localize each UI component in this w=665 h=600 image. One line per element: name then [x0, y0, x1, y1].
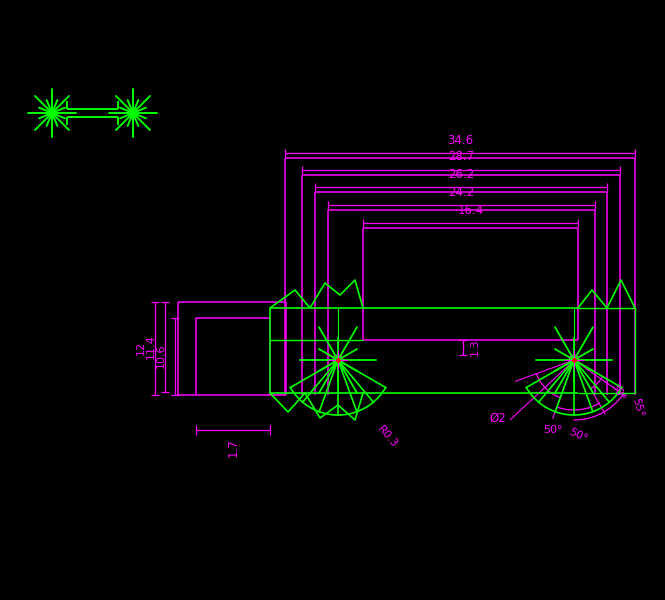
Text: 12: 12 — [136, 341, 146, 355]
Text: 55°: 55° — [630, 397, 645, 419]
Text: 10.6: 10.6 — [156, 344, 166, 368]
Text: 34.6: 34.6 — [447, 133, 473, 146]
Text: 16.4: 16.4 — [458, 203, 483, 217]
Text: 50°: 50° — [567, 427, 589, 443]
Text: 26.2: 26.2 — [448, 167, 474, 181]
Text: 11.4: 11.4 — [146, 335, 156, 359]
Text: 50°: 50° — [543, 425, 563, 435]
Text: 1.3: 1.3 — [470, 338, 480, 356]
Text: R0.3: R0.3 — [375, 424, 399, 450]
Text: Ø2: Ø2 — [489, 412, 506, 425]
Text: 30°: 30° — [608, 381, 627, 403]
Text: 28.7: 28.7 — [448, 151, 474, 163]
Text: 1.7: 1.7 — [227, 439, 239, 457]
Text: 24.2: 24.2 — [448, 185, 475, 199]
